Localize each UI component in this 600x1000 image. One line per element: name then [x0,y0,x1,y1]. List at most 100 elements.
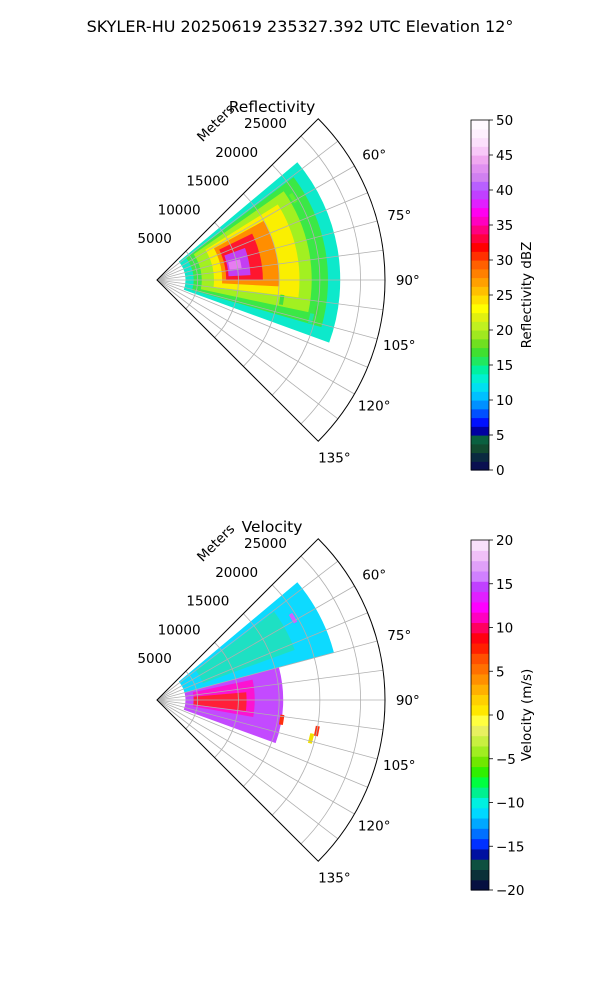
radial-tick-label: 5000 [137,231,171,247]
colorbar-tick-label: −10 [496,796,525,812]
scatter-echo-1 [278,294,285,305]
colorbar-step [471,591,489,603]
azimuth-tick-label: 120° [358,818,391,834]
colorbar-step [471,242,489,252]
colorbar-step [471,338,489,349]
colorbar-tick-label: −15 [496,839,525,855]
colorbar-step [471,540,489,551]
colorbar-step [471,251,489,261]
radial-axis-label: Meters [194,101,238,145]
colorbar-step [471,268,489,279]
colorbar-step [471,745,489,757]
radial-tick-label: 10000 [158,622,201,638]
colorbar-step [471,766,489,778]
colorbar-step [471,663,489,675]
colorbar-tick-label: −20 [496,883,525,899]
colorbar-step [471,756,489,768]
azimuth-spoke [156,279,378,340]
colorbar: −20 −15 −10 −5 0 5 10 15 20 Velocity (m/s) [470,533,535,899]
azimuth-tick-label: 120° [358,398,391,414]
colorbar-tick-label: 0 [496,463,505,479]
colorbar-step [471,560,489,572]
colorbar-step [471,452,489,462]
colorbar-tick-label: 15 [496,358,513,374]
azimuth-spoke [156,279,355,395]
azimuth-spoke [156,669,384,701]
radar-data [178,162,341,343]
azimuth-spoke [156,279,384,311]
scatter-echo-1 [278,714,285,725]
colorbar-step [471,365,489,375]
colorbar-tick-label: 20 [496,323,513,339]
azimuth-tick-label: 60° [362,148,386,164]
radial-axis-label: Meters [194,521,238,565]
reflectivity-panel: Reflectivity60°75°90°105°120°135°5000100… [137,98,535,479]
azimuth-tick-label: 90° [396,273,420,289]
azimuth-tick-label: 90° [396,693,420,709]
colorbar-step [471,400,489,410]
colorbar-tick-label: 5 [496,664,505,680]
colorbar-step [471,382,489,392]
colorbar-step [471,233,489,244]
panel-title: Reflectivity [229,98,316,116]
sector-outline [156,538,386,862]
azimuth-spoke [156,165,355,281]
colorbar-step [471,391,489,401]
colorbar-tick-label: 15 [496,577,513,593]
radial-tick-label: 25000 [244,116,287,132]
colorbar-step [471,373,489,384]
colorbar-step [471,550,489,562]
colorbar-label: Velocity (m/s) [519,669,535,762]
colorbar-step [471,321,489,331]
echo-band-7 [228,259,242,270]
figure-suptitle: SKYLER-HU 20250619 235327.392 UTC Elevat… [87,17,514,36]
azimuth-tick-label: 75° [387,208,411,224]
azimuth-spoke [156,220,378,281]
colorbar-step [471,828,489,840]
colorbar-step [471,146,489,156]
azimuth-spoke [156,249,384,281]
colorbar: 0 5 10 15 20 25 30 35 40 45 50 Reflectivity dBZ [470,113,535,479]
colorbar-tick-label: 5 [496,428,505,444]
colorbar-tick-label: 10 [496,621,513,637]
sector-outline [156,118,386,442]
colorbar-label: Reflectivity dBZ [519,242,535,349]
colorbar-step [471,216,489,226]
colorbar-step [471,356,489,366]
colorbar-step [471,879,489,891]
polar-grid [156,135,385,425]
colorbar-step [471,694,489,706]
panel-title: Velocity [242,518,303,536]
colorbar-step [471,632,489,644]
colorbar-step [471,207,489,217]
azimuth-spoke [156,699,355,815]
colorbar-step [471,295,489,305]
radial-tick-label: 20000 [215,565,258,581]
colorbar-step [471,225,489,235]
colorbar-step [471,181,489,191]
colorbar-step [471,704,489,716]
azimuth-tick-label: 135° [318,870,351,886]
colorbar-step [471,443,489,454]
colorbar-step [471,461,489,471]
colorbar-step [471,155,489,165]
azimuth-spoke [156,699,339,840]
colorbar-step [471,408,489,419]
colorbar-step [471,330,489,340]
colorbar-step [471,163,489,174]
colorbar-step [471,869,489,881]
colorbar-step [471,735,489,747]
colorbar-step [471,172,489,182]
azimuth-spoke [156,192,368,281]
azimuth-tick-label: 105° [383,338,416,354]
colorbar-step [471,622,489,634]
echo-band-4 [193,692,247,711]
colorbar-step [471,797,489,809]
azimuth-spoke [156,279,368,368]
radial-tick-label: 10000 [158,202,201,218]
polar-grid [156,555,385,845]
colorbar-tick-label: 30 [496,253,513,269]
scatter-echo-3 [288,192,298,204]
colorbar-step [471,286,489,296]
colorbar-step [471,120,489,130]
